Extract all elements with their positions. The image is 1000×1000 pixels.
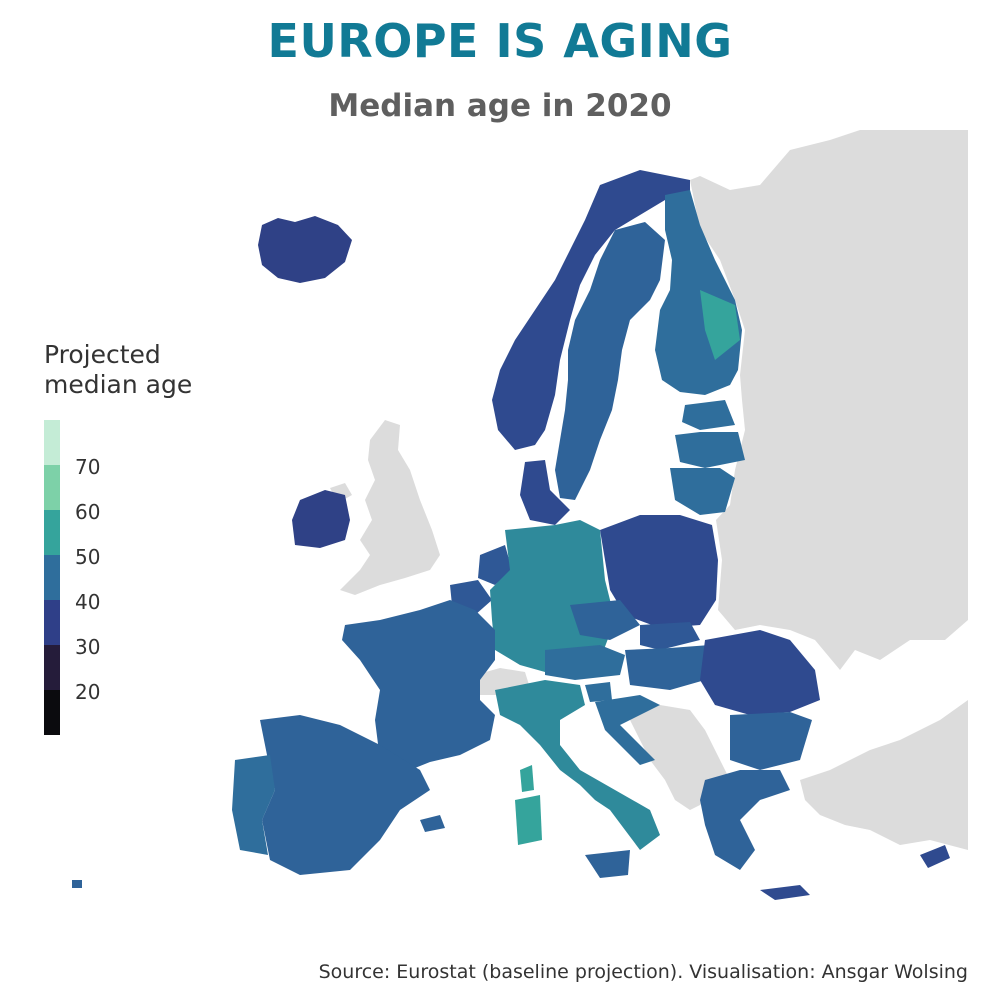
region-hungary bbox=[625, 645, 710, 690]
legend-tick: 60 bbox=[75, 500, 101, 524]
region-balearic bbox=[420, 815, 445, 832]
region-ireland bbox=[292, 490, 350, 548]
turkey bbox=[800, 700, 968, 850]
region-cyprus bbox=[920, 845, 950, 868]
region-norway bbox=[492, 170, 690, 450]
legend-color-bar bbox=[44, 420, 60, 735]
region-france bbox=[342, 600, 495, 770]
region-slovenia bbox=[585, 682, 612, 702]
region-corsica bbox=[520, 765, 534, 792]
russia-belarus-ukraine bbox=[690, 130, 968, 670]
legend-swatch bbox=[44, 690, 60, 735]
great-britain bbox=[340, 420, 440, 595]
legend-tick: 50 bbox=[75, 545, 101, 569]
legend-swatch bbox=[44, 645, 60, 690]
region-crete bbox=[760, 885, 810, 900]
region-spain bbox=[260, 715, 430, 875]
region-estonia bbox=[682, 400, 735, 430]
region-sardinia bbox=[515, 795, 542, 845]
legend-tick: 40 bbox=[75, 590, 101, 614]
legend-title-line1: Projected bbox=[44, 340, 161, 369]
region-sicily bbox=[585, 850, 630, 878]
legend-tick: 30 bbox=[75, 635, 101, 659]
legend-swatch bbox=[44, 420, 60, 465]
source-note: Source: Eurostat (baseline projection). … bbox=[318, 961, 968, 983]
eu-regions bbox=[72, 170, 950, 900]
region-lithuania bbox=[670, 468, 735, 515]
region-bulgaria bbox=[730, 712, 812, 770]
region-croatia bbox=[595, 695, 660, 765]
region-sweden bbox=[555, 222, 665, 500]
map-subtitle: Median age in 2020 bbox=[328, 88, 672, 124]
legend-swatch bbox=[44, 465, 60, 510]
region-iceland bbox=[258, 216, 352, 283]
region-romania bbox=[700, 630, 820, 715]
legend-tick: 20 bbox=[75, 680, 101, 704]
region-finland-east bbox=[700, 290, 740, 360]
legend-title: Projected median age bbox=[44, 340, 244, 400]
region-canary bbox=[72, 880, 82, 888]
legend-swatch bbox=[44, 510, 60, 555]
legend-tick: 70 bbox=[75, 455, 101, 479]
legend-title-line2: median age bbox=[44, 370, 193, 399]
region-denmark bbox=[520, 460, 570, 525]
region-poland bbox=[600, 515, 718, 628]
legend-swatch bbox=[44, 600, 60, 645]
map-title: EUROPE IS AGING bbox=[267, 14, 733, 68]
region-latvia bbox=[675, 432, 745, 468]
region-austria bbox=[545, 645, 625, 680]
region-greece bbox=[700, 770, 790, 870]
region-netherlands bbox=[478, 545, 512, 585]
region-portugal bbox=[232, 755, 275, 855]
region-czechia bbox=[570, 600, 640, 640]
legend-swatch bbox=[44, 555, 60, 600]
map-legend: Projected median age 70 60 50 40 30 20 bbox=[44, 340, 244, 735]
region-slovakia bbox=[640, 622, 700, 650]
region-italy bbox=[495, 680, 660, 850]
